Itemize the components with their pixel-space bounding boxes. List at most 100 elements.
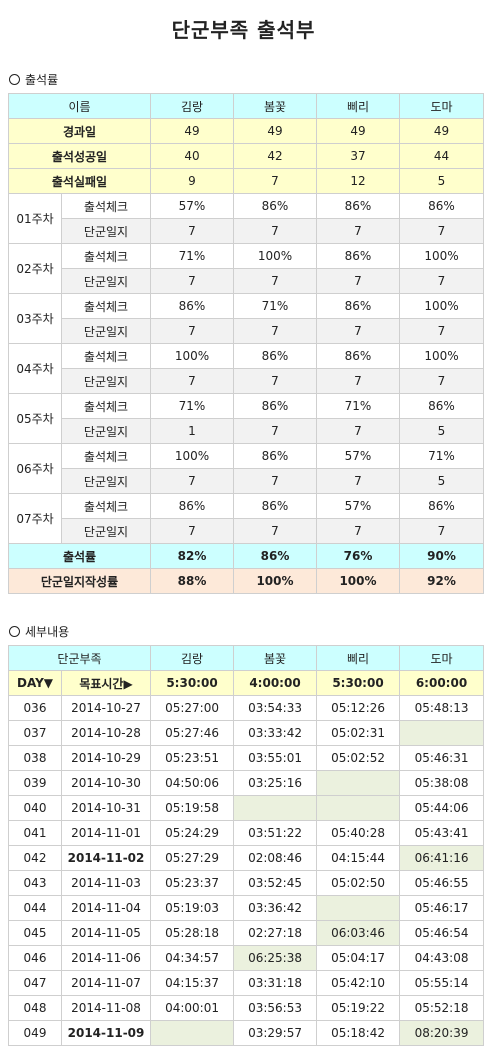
detail-row: 049 2014-11-09 03:29:57 05:18:42 08:20:39 xyxy=(8,1020,485,1046)
summary-value: 49 xyxy=(399,118,484,144)
summary-value: 5 xyxy=(399,168,484,194)
wake-time: 05:48:13 xyxy=(399,695,485,721)
check-value: 100% xyxy=(150,343,234,369)
check-value: 100% xyxy=(233,243,317,269)
wake-time: 05:27:46 xyxy=(150,720,235,746)
wake-time: 04:15:44 xyxy=(316,845,401,871)
journal-value: 7 xyxy=(399,318,484,344)
wake-time: 02:27:18 xyxy=(233,920,318,946)
wake-time xyxy=(316,770,401,796)
check-value: 71% xyxy=(150,393,234,419)
check-value: 86% xyxy=(233,343,317,369)
week-journal-row: 단군일지 7 7 7 7 xyxy=(9,268,484,294)
journal-rate-value: 100% xyxy=(233,568,317,594)
wake-time: 05:46:54 xyxy=(399,920,485,946)
journal-value: 7 xyxy=(150,268,234,294)
summary-row: 출석성공일 40 42 37 44 xyxy=(8,143,484,169)
journal-rate-label: 단군일지작성률 xyxy=(8,568,151,594)
summary-value: 9 xyxy=(150,168,234,194)
date: 2014-11-03 xyxy=(60,870,152,896)
week-check-row: 03주차 출석체크 86% 71% 86% 100% xyxy=(8,293,484,344)
detail-row: 044 2014-11-04 05:19:03 03:36:42 05:46:17 xyxy=(8,895,485,921)
wake-time: 06:25:38 xyxy=(233,945,318,971)
journal-value: 7 xyxy=(399,368,484,394)
journal-value: 7 xyxy=(233,218,317,244)
section-attendance-label: 출석률 xyxy=(25,73,59,87)
date: 2014-10-28 xyxy=(60,720,152,746)
rate-label: 출석률 xyxy=(8,543,151,569)
wake-time: 04:43:08 xyxy=(399,945,485,971)
check-value: 71% xyxy=(399,443,484,469)
check-label: 출석체크 xyxy=(61,343,151,369)
journal-value: 7 xyxy=(316,368,400,394)
wake-time: 05:04:17 xyxy=(316,945,401,971)
day-number: 049 xyxy=(8,1020,62,1046)
day-label: DAY▼ xyxy=(8,670,62,696)
detail-row: 045 2014-11-05 05:28:18 02:27:18 06:03:46 05:… xyxy=(8,920,485,946)
date: 2014-10-29 xyxy=(60,745,152,771)
summary-value: 49 xyxy=(316,118,400,144)
wake-time: 05:23:37 xyxy=(150,870,235,896)
day-number: 042 xyxy=(8,845,62,871)
target-time: 5:30:00 xyxy=(316,670,401,696)
wake-time: 05:19:03 xyxy=(150,895,235,921)
check-value: 86% xyxy=(316,193,400,219)
wake-time: 03:33:42 xyxy=(233,720,318,746)
wake-time: 04:15:37 xyxy=(150,970,235,996)
section-attendance-heading: 출석률 xyxy=(9,71,58,88)
member-name: 도마 xyxy=(399,93,484,119)
date: 2014-11-01 xyxy=(60,820,152,846)
week-journal-row: 단군일지 1 7 7 5 xyxy=(9,418,484,444)
day-number: 041 xyxy=(8,820,62,846)
wake-time: 05:40:28 xyxy=(316,820,401,846)
wake-time xyxy=(399,720,485,746)
wake-time: 03:51:22 xyxy=(233,820,318,846)
check-value: 86% xyxy=(316,243,400,269)
check-value: 86% xyxy=(399,193,484,219)
attendance-header-row: 이름 김랑 봄꽃 삐리 도마 xyxy=(8,93,484,119)
tribe-header: 단군부족 xyxy=(7,645,152,671)
rate-row: 출석률 82% 86% 76% 90% xyxy=(8,543,484,569)
day-number: 048 xyxy=(8,995,62,1021)
check-value: 86% xyxy=(233,443,317,469)
week-label: 01주차 xyxy=(8,193,62,244)
attendance-table: 이름 김랑 봄꽃 삐리 도마 경과일 49 49 49 49 출석성공일 40 42 37 44 출석실패일 9… xyxy=(8,93,484,594)
wake-time: 05:46:17 xyxy=(399,895,485,921)
detail-row: 043 2014-11-03 05:23:37 03:52:45 05:02:50 05:… xyxy=(8,870,485,896)
wake-time: 05:18:42 xyxy=(316,1020,401,1046)
journal-label: 단군일지 xyxy=(61,268,151,294)
wake-time: 05:55:14 xyxy=(399,970,485,996)
wake-time: 05:02:50 xyxy=(316,870,401,896)
detail-row: 042 2014-11-02 05:27:29 02:08:46 04:15:44 06:… xyxy=(8,845,485,871)
wake-time: 04:50:06 xyxy=(150,770,235,796)
week-check-row: 01주차 출석체크 57% 86% 86% 86% xyxy=(8,193,484,244)
summary-value: 12 xyxy=(316,168,400,194)
journal-rate-value: 88% xyxy=(150,568,234,594)
check-value: 86% xyxy=(233,393,317,419)
wake-time: 05:02:52 xyxy=(316,745,401,771)
journal-value: 7 xyxy=(316,218,400,244)
summary-label: 경과일 xyxy=(8,118,151,144)
rate-value: 86% xyxy=(233,543,317,569)
rate-value: 82% xyxy=(150,543,234,569)
wake-time: 03:31:18 xyxy=(233,970,318,996)
wake-time xyxy=(316,795,401,821)
week-label: 04주차 xyxy=(8,343,62,394)
target-time: 5:30:00 xyxy=(150,670,235,696)
week-check-row: 06주차 출석체크 100% 86% 57% 71% xyxy=(8,443,484,494)
wake-time: 05:24:29 xyxy=(150,820,235,846)
target-time: 6:00:00 xyxy=(399,670,485,696)
member-name: 김랑 xyxy=(150,93,234,119)
check-value: 71% xyxy=(150,243,234,269)
day-number: 043 xyxy=(8,870,62,896)
date: 2014-10-30 xyxy=(60,770,152,796)
journal-label: 단군일지 xyxy=(61,518,151,544)
journal-value: 7 xyxy=(150,318,234,344)
section-details-label: 세부내용 xyxy=(25,625,70,639)
summary-row: 경과일 49 49 49 49 xyxy=(8,118,484,144)
day-number: 036 xyxy=(8,695,62,721)
journal-value: 7 xyxy=(150,218,234,244)
week-journal-row: 단군일지 7 7 7 7 xyxy=(9,218,484,244)
check-label: 출석체크 xyxy=(61,393,151,419)
wake-time: 05:27:29 xyxy=(150,845,235,871)
